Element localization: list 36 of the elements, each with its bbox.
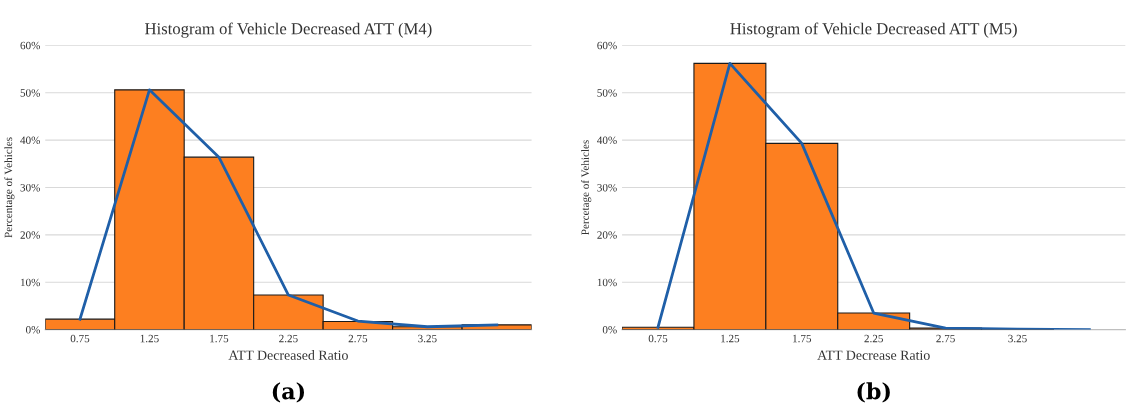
- y-tick-label: 30%: [20, 183, 40, 192]
- line-series: [656, 61, 1091, 330]
- x-axis-title: ATT Decrease Ratio: [817, 350, 930, 360]
- chart-title: Histogram of Vehicle Decreased ATT (M5): [730, 22, 1017, 38]
- x-tick-label: 0.75: [648, 334, 668, 343]
- x-tick-label: 1.25: [140, 334, 159, 343]
- y-tick-label: 10%: [20, 278, 40, 287]
- y-tick-label: 40%: [597, 136, 617, 145]
- x-tick-label: 1.75: [210, 334, 229, 343]
- y-tick-label: 40%: [20, 136, 40, 145]
- y-tick-label: 0%: [602, 326, 617, 334]
- x-tick-label: 3.25: [1008, 334, 1027, 343]
- x-tick-label: 1.75: [793, 334, 812, 343]
- y-tick-label: 30%: [597, 183, 617, 192]
- x-tick-label: 2.75: [348, 334, 368, 343]
- text: (b): [857, 382, 890, 403]
- y-tick-label: 60%: [597, 41, 617, 50]
- x-axis-title: ATT Decreased Ratio: [228, 350, 348, 360]
- y-tick-label: 60%: [20, 41, 40, 50]
- y-tick-label: 0%: [25, 326, 40, 334]
- x-tick-label: 3.25: [418, 334, 437, 343]
- line-series: [78, 88, 499, 329]
- y-tick-label: 50%: [597, 89, 617, 97]
- chart-title: Histogram of Vehicle Decreased ATT (M4): [145, 22, 432, 38]
- y-axis-title: Percentage of Vehicles: [4, 137, 15, 238]
- y-tick-label: 50%: [20, 89, 40, 97]
- x-tick-label: 2.75: [936, 334, 955, 343]
- x-tick-label: 0.75: [70, 334, 90, 343]
- x-tick-label: 2.25: [279, 334, 298, 343]
- y-tick-label: 20%: [20, 231, 40, 239]
- x-tick-label: 1.25: [721, 334, 740, 343]
- y-tick-label: 20%: [597, 231, 617, 239]
- text: (a): [272, 382, 304, 403]
- x-tick-label: 2.25: [864, 334, 883, 343]
- y-axis-title: Percetage of Vehicles: [581, 140, 592, 235]
- y-tick-label: 10%: [597, 278, 617, 287]
